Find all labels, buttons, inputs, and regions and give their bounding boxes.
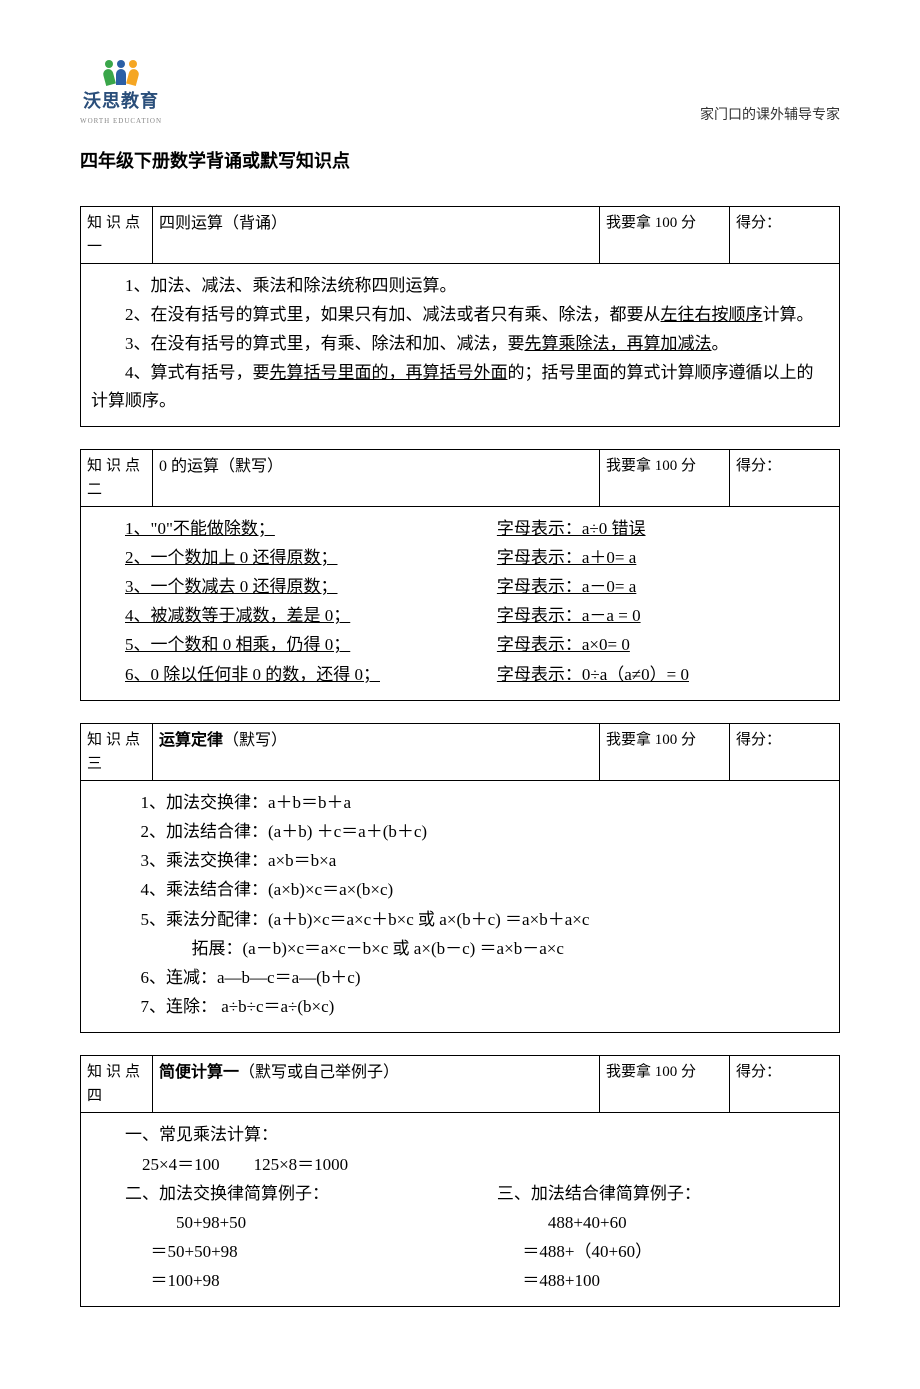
section-title: 三、加法结合律简算例子： (497, 1180, 829, 1207)
knowledge-block-1: 知识点一 四则运算（背诵） 我要拿 100 分 得分： 1、加法、减法、乘法和除… (80, 206, 840, 427)
content-row: 6、0 除以任何非 0 的数，还得 0； 字母表示：0÷a（a≠0）= 0 (91, 661, 829, 688)
block-topic: 运算定律（默写） (153, 723, 600, 780)
logo-icon (104, 60, 138, 85)
tagline: 家门口的课外辅导专家 (700, 105, 840, 127)
calc-left: 50+98+50 (91, 1209, 497, 1236)
block-label: 知识点四 (81, 1056, 153, 1113)
block-label: 知识点三 (81, 723, 153, 780)
section-title: 二、加法交换律简算例子： (91, 1180, 497, 1207)
block-score-label: 得分： (730, 206, 840, 263)
rule-formula: 字母表示：a－0= a (497, 577, 636, 596)
block-label: 知识点二 (81, 449, 153, 506)
rule-text: 3、一个数减去 0 还得原数； (125, 577, 338, 596)
calc-left: ＝50+50+98 (91, 1238, 497, 1265)
rule-formula: 字母表示：a×0= 0 (497, 635, 630, 654)
calc-row: 50+98+50488+40+60 (91, 1209, 829, 1236)
content-row: 3、一个数减去 0 还得原数； 字母表示：a－0= a (91, 573, 829, 600)
calc-right: ＝488+100 (497, 1267, 829, 1294)
content-line: 1、加法交换律：a＋b＝b＋a (141, 789, 830, 816)
logo-text: 沃思教育 (83, 87, 159, 116)
calc-right: ＝488+（40+60） (497, 1238, 829, 1265)
content-line: 3、在没有括号的算式里，有乘、除法和加、减法，要先算乘除法，再算加减法。 (91, 330, 829, 357)
block-topic: 四则运算（背诵） (153, 206, 600, 263)
rule-text: 2、一个数加上 0 还得原数； (125, 548, 338, 567)
content-row: 4、被减数等于减数，差是 0； 字母表示：a－a = 0 (91, 602, 829, 629)
rule-text: 5、一个数和 0 相乘，仍得 0； (125, 635, 350, 654)
block-topic: 简便计算一（默写或自己举例子） (153, 1056, 600, 1113)
content-line: 6、连减：a—b—c＝a—(b＋c) (141, 964, 830, 991)
content-line: 4、算式有括号，要先算括号里面的，再算括号外面的；括号里面的算式计算顺序遵循以上… (91, 359, 829, 413)
block-target: 我要拿 100 分 (600, 723, 730, 780)
rule-text: 1、"0"不能做除数； (125, 519, 275, 538)
block-target: 我要拿 100 分 (600, 1056, 730, 1113)
rule-formula: 字母表示：0÷a（a≠0）= 0 (497, 665, 689, 684)
block-label: 知识点一 (81, 206, 153, 263)
block-content: 1、加法交换律：a＋b＝b＋a 2、加法结合律：(a＋b) ＋c＝a＋(b＋c)… (81, 780, 840, 1033)
content-line: 7、连除： a÷b÷c＝a÷(b×c) (141, 993, 830, 1020)
calc-left: ＝100+98 (91, 1267, 497, 1294)
block-topic: 0 的运算（默写） (153, 449, 600, 506)
rule-formula: 字母表示：a＋0= a (497, 548, 636, 567)
content-line: 2、加法结合律：(a＋b) ＋c＝a＋(b＋c) (141, 818, 830, 845)
block-target: 我要拿 100 分 (600, 206, 730, 263)
knowledge-block-3: 知识点三 运算定律（默写） 我要拿 100 分 得分： 1、加法交换律：a＋b＝… (80, 723, 840, 1034)
document-title: 四年级下册数学背诵或默写知识点 (80, 147, 840, 176)
content-row: 1、"0"不能做除数； 字母表示：a÷0 错误 (91, 515, 829, 542)
calc-line: 25×4＝100 125×8＝1000 (91, 1151, 829, 1178)
block-content: 1、加法、减法、乘法和除法统称四则运算。 2、在没有括号的算式里，如果只有加、减… (81, 263, 840, 426)
knowledge-block-4: 知识点四 简便计算一（默写或自己举例子） 我要拿 100 分 得分： 一、常见乘… (80, 1055, 840, 1307)
logo-subtext: WORTH EDUCATION (80, 116, 162, 127)
block-content: 一、常见乘法计算： 25×4＝100 125×8＝1000 二、加法交换律简算例… (81, 1113, 840, 1307)
calc-right: 488+40+60 (497, 1209, 829, 1236)
rule-text: 4、被减数等于减数，差是 0； (125, 606, 350, 625)
block-score-label: 得分： (730, 723, 840, 780)
block-target: 我要拿 100 分 (600, 449, 730, 506)
calc-row: ＝100+98＝488+100 (91, 1267, 829, 1294)
content-row: 2、一个数加上 0 还得原数； 字母表示：a＋0= a (91, 544, 829, 571)
content-line: 3、乘法交换律：a×b＝b×a (141, 847, 830, 874)
content-row: 5、一个数和 0 相乘，仍得 0； 字母表示：a×0= 0 (91, 631, 829, 658)
content-line: 拓展：(a－b)×c＝a×c－b×c 或 a×(b－c) ＝a×b－a×c (141, 935, 830, 962)
block-score-label: 得分： (730, 449, 840, 506)
content-line: 2、在没有括号的算式里，如果只有加、减法或者只有乘、除法，都要从左往右按顺序计算… (91, 301, 829, 328)
content-line: 1、加法、减法、乘法和除法统称四则运算。 (91, 272, 829, 299)
calc-row: ＝50+50+98＝488+（40+60） (91, 1238, 829, 1265)
rule-text: 6、0 除以任何非 0 的数，还得 0； (125, 665, 380, 684)
block-content: 1、"0"不能做除数； 字母表示：a÷0 错误 2、一个数加上 0 还得原数； 字母表… (81, 506, 840, 700)
page-header: 沃思教育 WORTH EDUCATION 家门口的课外辅导专家 (80, 60, 840, 127)
content-line: 5、乘法分配律：(a＋b)×c＝a×c＋b×c 或 a×(b＋c) ＝a×b＋a… (141, 906, 830, 933)
knowledge-block-2: 知识点二 0 的运算（默写） 我要拿 100 分 得分： 1、"0"不能做除数；… (80, 449, 840, 701)
rule-formula: 字母表示：a÷0 错误 (497, 519, 646, 538)
section-title: 一、常见乘法计算： (91, 1121, 829, 1148)
rule-formula: 字母表示：a－a = 0 (497, 606, 641, 625)
content-line: 4、乘法结合律：(a×b)×c＝a×(b×c) (141, 876, 830, 903)
block-score-label: 得分： (730, 1056, 840, 1113)
brand-logo: 沃思教育 WORTH EDUCATION (80, 60, 162, 127)
